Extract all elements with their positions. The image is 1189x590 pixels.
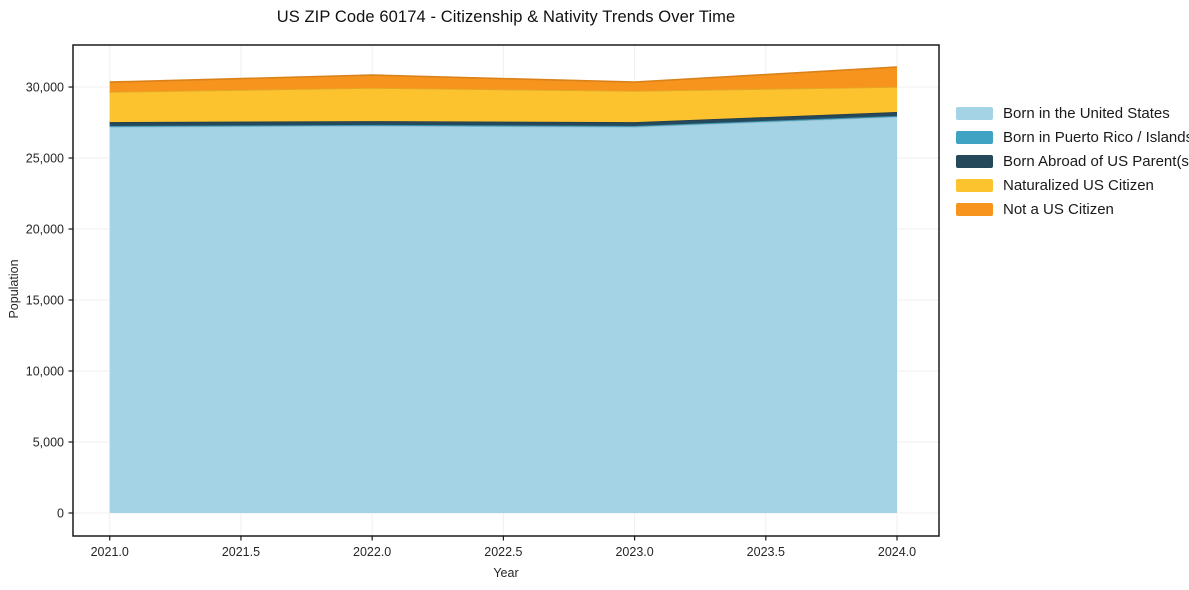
x-tick-label: 2023.5 bbox=[747, 545, 785, 559]
legend-item: Born in Puerto Rico / Islands bbox=[956, 125, 1189, 149]
legend-label: Naturalized US Citizen bbox=[1003, 176, 1154, 194]
axes-frame bbox=[72, 44, 940, 537]
area-naturalized-us-citizen bbox=[109, 87, 897, 123]
legend-item: Born Abroad of US Parent(s) bbox=[956, 149, 1189, 173]
legend-label: Born in the United States bbox=[1003, 104, 1170, 122]
x-tick-label: 2021.0 bbox=[91, 545, 129, 559]
area-born-abroad-of-us-parent-s- bbox=[109, 112, 897, 126]
area-born-in-the-united-states bbox=[109, 116, 897, 513]
legend-label: Born Abroad of US Parent(s) bbox=[1003, 152, 1189, 170]
y-tick-label: 10,000 bbox=[26, 364, 64, 378]
y-tick-label: 25,000 bbox=[26, 151, 64, 165]
y-tick-label: 15,000 bbox=[26, 293, 64, 307]
y-tick-label: 5,000 bbox=[33, 435, 64, 449]
area-edge bbox=[109, 66, 898, 83]
legend-item: Not a US Citizen bbox=[956, 197, 1189, 221]
legend-swatch bbox=[956, 178, 993, 192]
legend-item: Naturalized US Citizen bbox=[956, 173, 1189, 197]
x-axis-label: Year bbox=[493, 566, 519, 580]
y-tick-label: 20,000 bbox=[26, 222, 64, 236]
legend-swatch bbox=[956, 130, 993, 144]
x-tick-label: 2021.5 bbox=[222, 545, 260, 559]
legend: Born in the United States Born in Puerto … bbox=[956, 101, 1189, 221]
area-not-a-us-citizen bbox=[109, 67, 897, 92]
legend-swatch bbox=[956, 106, 993, 120]
legend-label: Not a US Citizen bbox=[1003, 200, 1114, 218]
legend-item: Born in the United States bbox=[956, 101, 1189, 125]
x-tick-label: 2022.0 bbox=[353, 545, 391, 559]
y-tick-label: 0 bbox=[57, 506, 64, 520]
y-tick-label: 30,000 bbox=[26, 80, 64, 94]
legend-label: Born in Puerto Rico / Islands bbox=[1003, 128, 1189, 146]
chart-title: US ZIP Code 60174 - Citizenship & Nativi… bbox=[276, 8, 736, 26]
x-tick-label: 2023.0 bbox=[615, 545, 653, 559]
x-tick-label: 2024.0 bbox=[878, 545, 916, 559]
legend-swatch bbox=[956, 202, 993, 216]
x-tick-label: 2022.5 bbox=[484, 545, 522, 559]
legend-swatch bbox=[956, 154, 993, 168]
